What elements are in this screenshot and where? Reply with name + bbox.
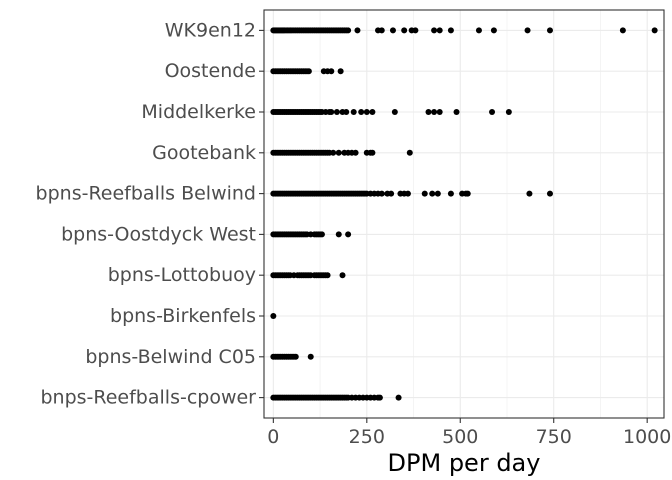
point-gootebank xyxy=(352,149,359,156)
point-bpns-birkenfels xyxy=(270,313,277,319)
point-wk9en12 xyxy=(431,27,438,34)
point-wk9en12 xyxy=(546,27,553,34)
point-bpns-reefballs-belwind xyxy=(464,190,471,197)
y-tick-label-middelkerke: Middelkerke xyxy=(141,101,256,123)
points-layer xyxy=(270,27,658,401)
y-tick-label-bpns-reefballs-belwind: bpns-Reefballs Belwind xyxy=(36,183,256,205)
point-wk9en12 xyxy=(490,27,497,34)
point-gootebank xyxy=(335,149,342,156)
y-tick-label-gootebank: Gootebank xyxy=(152,142,256,164)
y-tick-label-oostende: Oostende xyxy=(165,60,256,82)
y-tick-label-bpns-belwind-c05: bpns-Belwind C05 xyxy=(85,346,256,368)
point-bpns-oostdyck-west xyxy=(318,231,325,238)
point-oostende xyxy=(305,68,312,75)
point-bnps-reefballs-cpower xyxy=(376,394,383,401)
point-wk9en12 xyxy=(436,27,443,34)
point-wk9en12 xyxy=(378,27,385,34)
point-bpns-reefballs-belwind xyxy=(447,190,454,197)
point-bpns-reefballs-belwind xyxy=(421,190,428,197)
point-wk9en12 xyxy=(412,27,419,34)
point-wk9en12 xyxy=(447,27,454,34)
x-tick-label-0: 0 xyxy=(267,426,279,448)
y-tick-label-bpns-lottobuoy: bpns-Lottobuoy xyxy=(108,264,256,286)
grid-layer xyxy=(264,10,664,418)
point-middelkerke xyxy=(328,109,335,115)
point-middelkerke xyxy=(333,109,340,115)
point-middelkerke xyxy=(431,109,438,115)
point-middelkerke xyxy=(505,109,512,115)
point-wk9en12 xyxy=(619,27,626,34)
point-bpns-lottobuoy xyxy=(324,272,331,279)
axis-layer: WK9en12 Oostende Middelkerke Gootebank bpns-… xyxy=(36,19,672,448)
panel-background xyxy=(264,10,664,418)
point-bpns-oostdyck-west xyxy=(335,231,342,238)
x-tick-label-750: 750 xyxy=(536,426,572,448)
point-middelkerke xyxy=(358,109,365,115)
point-wk9en12 xyxy=(389,27,396,34)
y-tick-label-bpns-oostdyck-west: bpns-Oostdyck West xyxy=(61,223,256,245)
point-bnps-reefballs-cpower xyxy=(395,394,402,401)
point-bpns-reefballs-belwind xyxy=(404,190,411,197)
point-middelkerke xyxy=(350,109,357,115)
point-bpns-reefballs-belwind xyxy=(434,190,441,197)
point-wk9en12 xyxy=(524,27,531,34)
point-bpns-lottobuoy xyxy=(339,272,346,279)
point-middelkerke xyxy=(369,109,376,115)
point-middelkerke xyxy=(453,109,460,115)
point-bpns-reefballs-belwind xyxy=(429,190,436,197)
point-wk9en12 xyxy=(345,27,352,34)
point-bpns-belwind-c05 xyxy=(307,353,314,360)
point-oostende xyxy=(337,68,344,75)
point-wk9en12 xyxy=(354,27,361,34)
point-bpns-reefballs-belwind xyxy=(388,190,395,197)
point-middelkerke xyxy=(489,109,496,115)
point-gootebank xyxy=(330,149,337,156)
point-middelkerke xyxy=(363,109,370,115)
point-gootebank xyxy=(406,149,413,156)
y-tick-label-bnps-reefballs-cpower: bnps-Reefballs-cpower xyxy=(40,387,256,409)
point-gootebank xyxy=(369,149,376,156)
point-middelkerke xyxy=(343,109,350,115)
x-axis-title: DPM per day xyxy=(388,449,541,477)
point-wk9en12 xyxy=(651,27,658,34)
point-wk9en12 xyxy=(475,27,482,34)
point-middelkerke xyxy=(436,109,443,115)
x-tick-label-250: 250 xyxy=(349,426,385,448)
point-bpns-reefballs-belwind xyxy=(546,190,553,197)
y-tick-label-bpns-birkenfels: bpns-Birkenfels xyxy=(110,305,256,327)
panel-border xyxy=(263,9,665,419)
point-middelkerke xyxy=(425,109,432,115)
point-oostende xyxy=(328,68,335,75)
point-bpns-belwind-c05 xyxy=(292,353,299,360)
x-tick-label-500: 500 xyxy=(442,426,478,448)
point-middelkerke xyxy=(391,109,398,115)
point-bpns-reefballs-belwind xyxy=(526,190,533,197)
point-bpns-oostdyck-west xyxy=(345,231,352,238)
point-wk9en12 xyxy=(401,27,408,34)
point-bpns-reefballs-belwind xyxy=(378,190,385,197)
y-tick-label-wk9en12: WK9en12 xyxy=(165,19,256,41)
x-tick-label-1000: 1000 xyxy=(623,426,671,448)
